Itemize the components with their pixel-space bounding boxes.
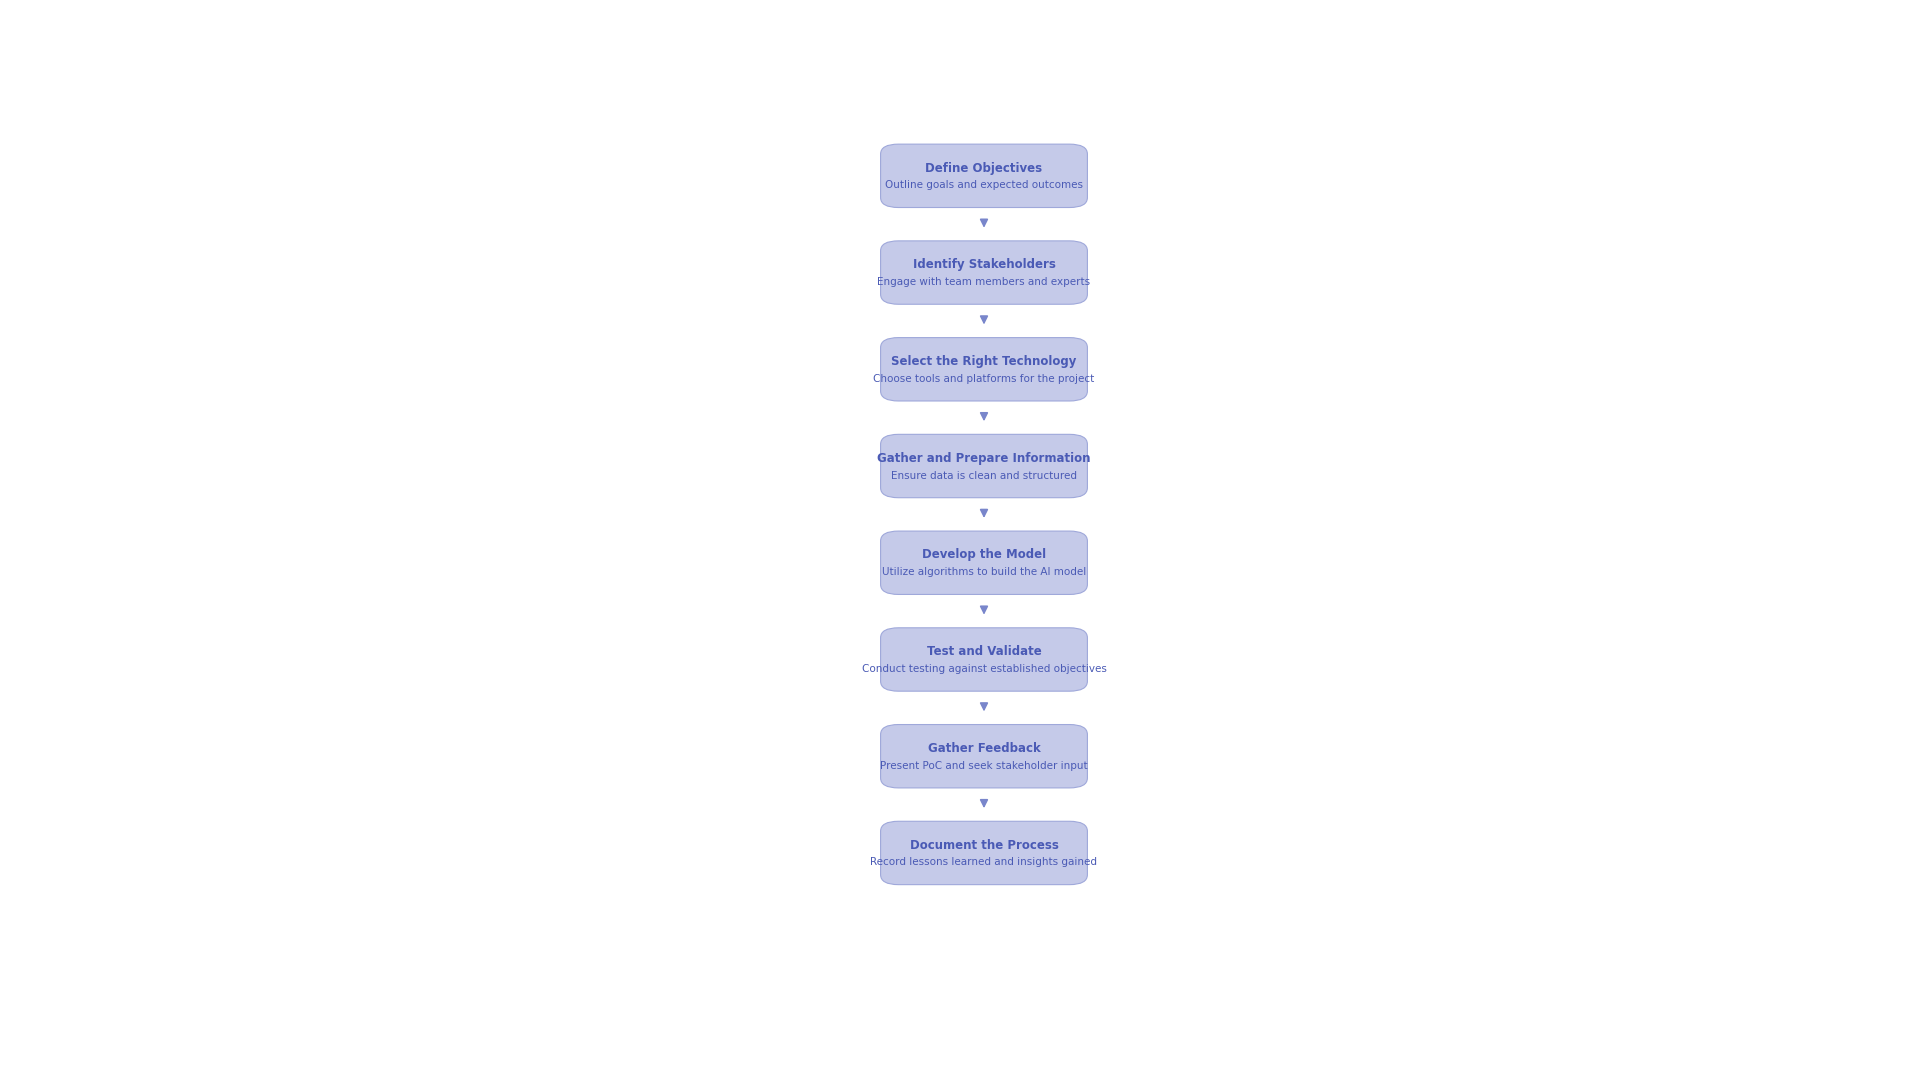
FancyBboxPatch shape [881, 144, 1087, 208]
FancyBboxPatch shape [881, 725, 1087, 788]
Text: Document the Process: Document the Process [910, 838, 1058, 851]
FancyBboxPatch shape [881, 240, 1087, 304]
Text: Outline goals and expected outcomes: Outline goals and expected outcomes [885, 181, 1083, 191]
Text: Conduct testing against established objectives: Conduct testing against established obje… [862, 664, 1106, 674]
FancyBboxPatch shape [881, 434, 1087, 498]
Text: Develop the Model: Develop the Model [922, 548, 1046, 561]
Text: Select the Right Technology: Select the Right Technology [891, 355, 1077, 368]
Text: Present PoC and seek stakeholder input: Present PoC and seek stakeholder input [879, 760, 1089, 771]
Text: Test and Validate: Test and Validate [927, 645, 1041, 658]
FancyBboxPatch shape [881, 628, 1087, 691]
Text: Choose tools and platforms for the project: Choose tools and platforms for the proje… [874, 374, 1094, 383]
Text: Ensure data is clean and structured: Ensure data is clean and structured [891, 471, 1077, 481]
Text: Define Objectives: Define Objectives [925, 161, 1043, 174]
Text: Utilize algorithms to build the AI model: Utilize algorithms to build the AI model [881, 567, 1087, 577]
Text: Identify Stakeholders: Identify Stakeholders [912, 258, 1056, 271]
Text: Record lessons learned and insights gained: Record lessons learned and insights gain… [870, 858, 1098, 867]
FancyBboxPatch shape [881, 531, 1087, 595]
Text: Gather and Prepare Information: Gather and Prepare Information [877, 452, 1091, 465]
FancyBboxPatch shape [881, 338, 1087, 401]
Text: Engage with team members and experts: Engage with team members and experts [877, 277, 1091, 287]
Text: Gather Feedback: Gather Feedback [927, 742, 1041, 755]
FancyBboxPatch shape [881, 821, 1087, 885]
